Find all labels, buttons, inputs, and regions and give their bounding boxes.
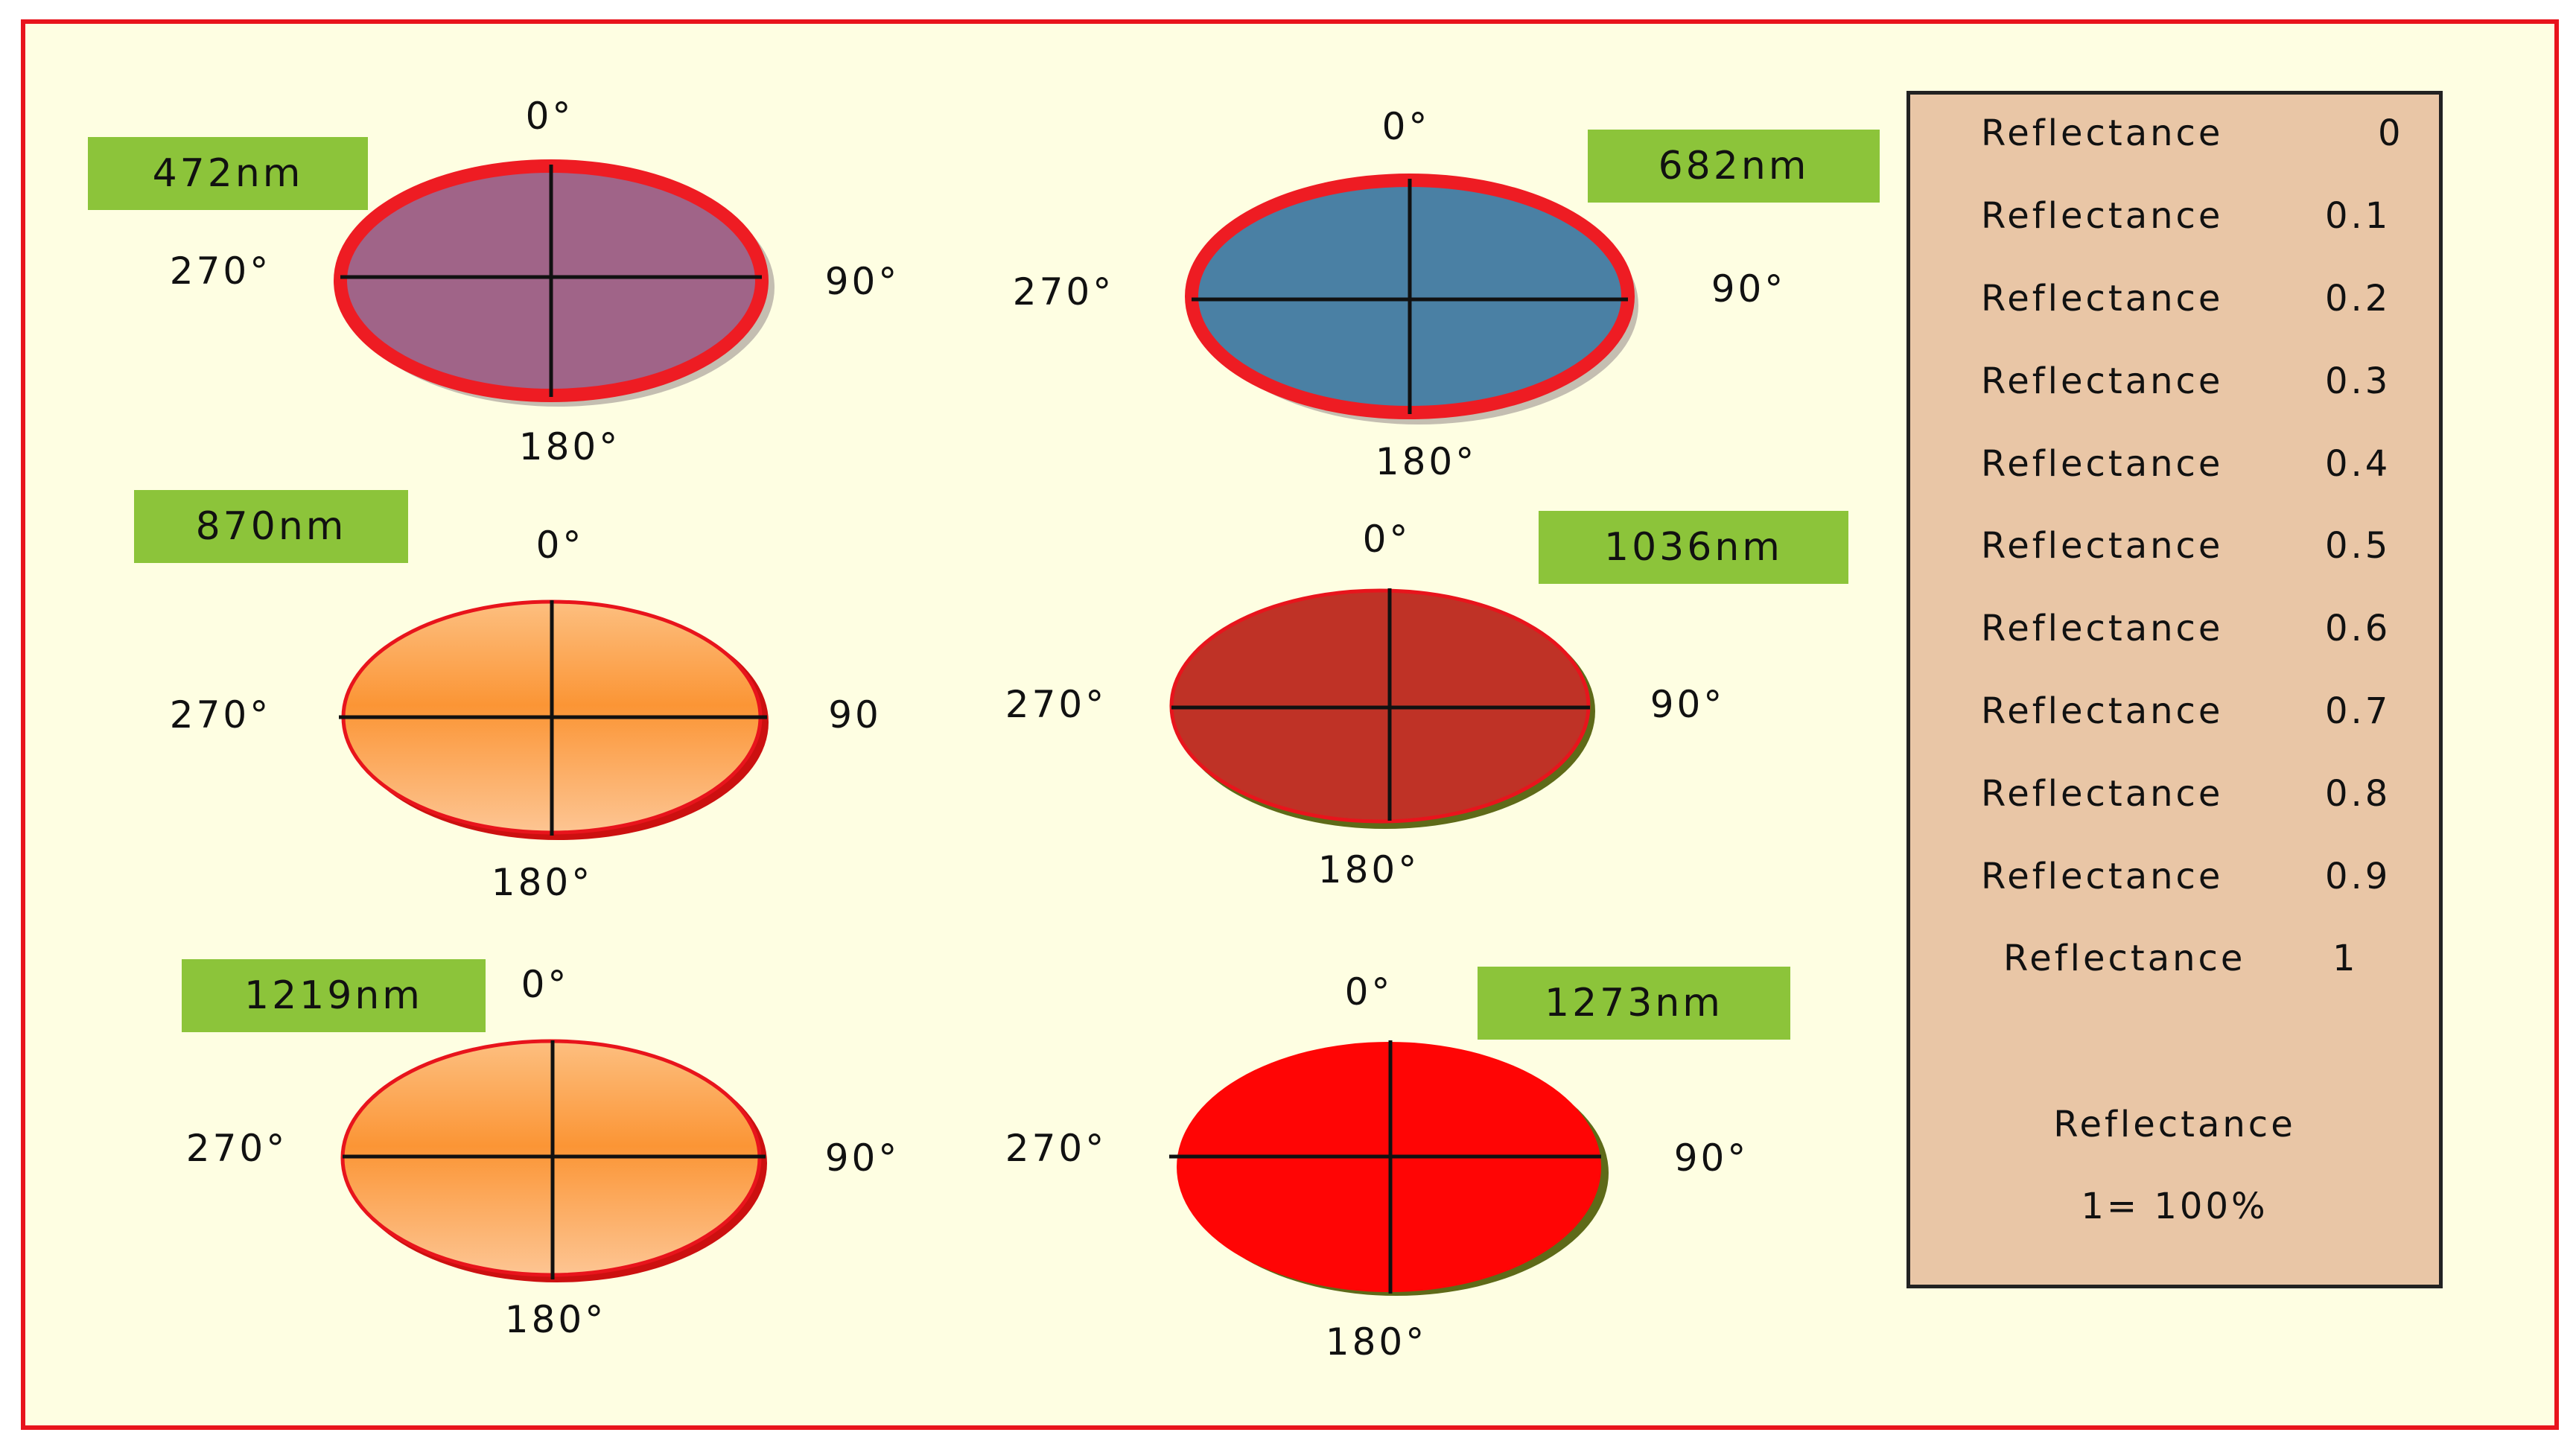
angle-label-left: 270° [169,693,272,737]
legend-row-label: Reflectance [1981,195,2224,237]
angle-label-right: 90° [1650,683,1726,726]
angle-label-left: 270° [1005,683,1107,726]
legend-row-value: 0.6 [2325,608,2391,649]
legend-row-label: Reflectance [1981,112,2224,154]
legend-row-label: Reflectance [1981,360,2224,402]
angle-label-top: 0° [535,524,585,567]
legend-row-label: Reflectance [1981,690,2224,732]
angle-label-top: 0° [1362,518,1411,561]
legend-row-label: Reflectance [1981,608,2224,649]
disk-1273nm [1169,1040,1609,1296]
legend-row-value: 0.1 [2325,195,2391,237]
wavelength-label: 1036nm [1539,511,1848,584]
legend-row-label: Reflectance [1981,856,2224,897]
wavelength-label: 1273nm [1478,967,1790,1040]
legend-row-label: Reflectance [1981,773,2224,815]
legend-row-value: 0.8 [2325,773,2391,815]
wavelength-label: 682nm [1588,130,1880,203]
legend-row-value: 0.9 [2325,856,2391,897]
legend-row-label: Reflectance [1981,278,2224,319]
legend-row-label: Reflectance [1981,443,2224,485]
disk-1036nm [1169,588,1595,829]
legend-row-value: 0.3 [2325,360,2391,402]
angle-label-bottom: 180° [518,425,621,468]
legend-note-title: Reflectance [2053,1104,2296,1145]
angle-label-bottom: 180° [1317,848,1420,891]
legend-row-value: 0 [2378,112,2404,154]
wavelength-label: 1219nm [182,959,486,1032]
angle-label-right: 90° [1711,267,1787,311]
angle-label-left: 270° [1005,1127,1107,1170]
disk-682nm [1185,174,1638,424]
angle-label-right: 90° [824,1136,900,1180]
angle-label-bottom: 180° [1375,440,1478,483]
legend-row-label: Reflectance [1981,525,2224,567]
angle-label-bottom: 180° [491,861,594,904]
angle-label-right: 90 [828,693,882,737]
disk-472nm [334,159,775,407]
disk-870nm [339,599,769,840]
legend-row-value: 0.4 [2325,443,2391,485]
wavelength-label: 472nm [88,137,368,210]
angle-label-left: 270° [185,1127,288,1170]
legend-row-value: 0.2 [2325,278,2391,319]
angle-label-top: 0° [525,95,574,138]
angle-label-top: 0° [1344,970,1393,1014]
reflectance-legend: Reflectance 0 Reflectance 0.1 Reflectanc… [1906,91,2443,1288]
wavelength-label: 870nm [134,490,408,563]
legend-row-value: 1 [2332,938,2359,979]
angle-label-right: 90° [1673,1136,1749,1180]
legend-row-value: 0.7 [2325,690,2391,732]
legend-note-value: 1= 100% [2081,1186,2268,1227]
angle-label-top: 0° [1381,105,1431,148]
legend-row-value: 0.5 [2325,525,2391,567]
angle-label-bottom: 180° [504,1298,607,1341]
angle-label-left: 270° [169,249,272,293]
legend-row-label: Reflectance [2003,938,2246,979]
angle-label-left: 270° [1012,270,1115,314]
angle-label-top: 0° [521,963,570,1006]
angle-label-right: 90° [824,260,900,303]
angle-label-bottom: 180° [1325,1320,1428,1364]
disk-1219nm [340,1039,767,1282]
